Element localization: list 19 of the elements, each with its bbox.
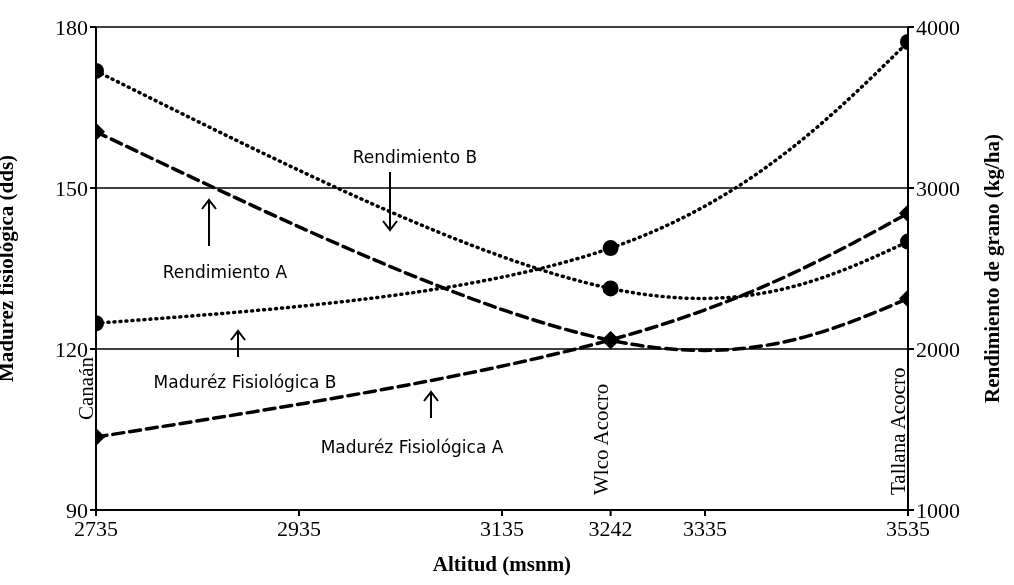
annotation: Wlco Acocro [588, 383, 613, 495]
x-tick-label: 3335 [683, 516, 727, 541]
y2-tick-label: 1000 [916, 497, 960, 523]
annotation: Maduréz Fisiológica B [153, 372, 337, 392]
y2-tick-label: 3000 [916, 175, 960, 201]
y2-tick-label: 4000 [916, 14, 960, 40]
annotation: Maduréz Fisiológica A [320, 437, 504, 457]
x-tick-label: 2935 [277, 516, 321, 541]
x-axis-title: Altitud (msnm) [432, 552, 572, 576]
y-tick-label: 180 [55, 14, 88, 40]
annotation: Rendimiento A [162, 262, 288, 282]
x-tick-label: 3135 [480, 516, 524, 541]
annotation: Tallana Acocro [886, 367, 910, 495]
y-tick-label: 90 [66, 497, 88, 523]
x-tick-label: 3242 [588, 516, 633, 541]
annotation: Rendimiento B [352, 147, 478, 167]
y-tick-label: 150 [55, 175, 88, 201]
y2-axis-title: Rendimiento de grano (kg/ha) [980, 134, 1005, 403]
y2-tick-label: 2000 [916, 336, 960, 362]
